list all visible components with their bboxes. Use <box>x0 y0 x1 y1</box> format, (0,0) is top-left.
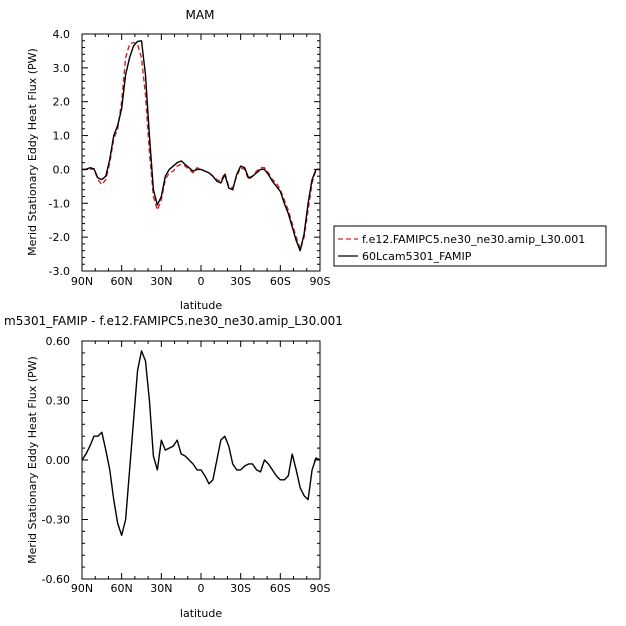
series-line-0 <box>82 41 320 250</box>
y-tick-label: -0.60 <box>42 573 70 586</box>
x-tick-label: 60N <box>111 582 133 595</box>
y-axis-label: Merid Stationary Eddy Heat Flux (PW) <box>26 48 39 256</box>
chart-title: m5301_FAMIP - f.e12.FAMIPC5.ne30_ne30.am… <box>4 314 343 328</box>
series-line-1 <box>82 40 320 252</box>
x-ticks: 90N 60N 30N 0 30S 60S 90S <box>71 341 331 595</box>
y-tick-label: 1.0 <box>53 130 71 143</box>
x-tick-label: 60N <box>111 275 133 288</box>
panel-top: MAM 90N 60N 30N 0 30S 60S 90S -3.0 -2.0 -1.0 0.0 1… <box>26 8 331 312</box>
x-tick-label: 90N <box>71 275 93 288</box>
y-ticks: -0.60 -0.30 0.00 0.30 0.60 <box>42 335 320 586</box>
series-group <box>82 40 320 252</box>
y-tick-label: -0.30 <box>42 514 70 527</box>
series-line-0 <box>81 350 321 537</box>
plot-frame <box>81 340 321 580</box>
plot-frame <box>81 33 321 272</box>
x-tick-label: 90S <box>310 275 331 288</box>
series-group <box>81 350 321 537</box>
y-axis-label: Merid Stationary Eddy Heat Flux (PW) <box>26 356 39 564</box>
panel-bottom: m5301_FAMIP - f.e12.FAMIPC5.ne30_ne30.am… <box>4 314 343 620</box>
legend-label-1: 60Lcam5301_FAMIP <box>362 250 472 263</box>
legend: f.e12.FAMIPC5.ne30_ne30.amip_L30.001 60L… <box>333 225 607 267</box>
x-tick-label: 0 <box>198 275 205 288</box>
x-tick-label: 60S <box>270 275 291 288</box>
x-tick-label: 0 <box>198 582 205 595</box>
y-tick-label: 0.0 <box>53 163 71 176</box>
y-tick-label: 0.60 <box>46 335 71 348</box>
x-tick-label: 30S <box>230 275 251 288</box>
chart-title: MAM <box>186 8 215 22</box>
x-axis-label: latitude <box>180 299 222 312</box>
y-tick-label: 0.30 <box>46 395 71 408</box>
y-tick-label: -1.0 <box>49 197 70 210</box>
legend-box <box>333 225 607 267</box>
x-axis-label: latitude <box>180 607 222 620</box>
x-tick-label: 30S <box>230 582 251 595</box>
x-tick-label: 30N <box>150 275 172 288</box>
x-tick-label: 60S <box>270 582 291 595</box>
x-ticks: 90N 60N 30N 0 30S 60S 90S <box>71 34 331 288</box>
x-tick-label: 90N <box>71 582 93 595</box>
y-tick-label: -3.0 <box>49 265 70 278</box>
y-tick-label: 4.0 <box>53 28 71 41</box>
x-tick-label: 90S <box>310 582 331 595</box>
x-tick-label: 30N <box>150 582 172 595</box>
y-ticks: -3.0 -2.0 -1.0 0.0 1.0 2.0 3.0 4.0 <box>49 28 320 278</box>
y-tick-label: 2.0 <box>53 96 71 109</box>
y-tick-label: 0.00 <box>46 454 71 467</box>
legend-label-0: f.e12.FAMIPC5.ne30_ne30.amip_L30.001 <box>362 233 585 246</box>
y-tick-label: 3.0 <box>53 62 71 75</box>
y-tick-label: -2.0 <box>49 231 70 244</box>
